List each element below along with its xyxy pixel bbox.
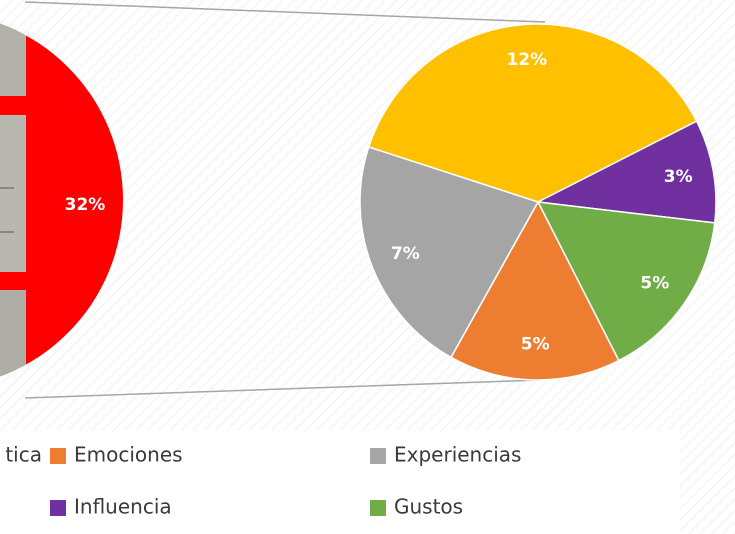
legend-label: Emociones (74, 443, 183, 467)
legend-label: Influencia (74, 495, 172, 519)
data-label: 5% (521, 334, 550, 354)
legend-box (0, 430, 680, 534)
legend: tica Influencia Gustos Emociones Experiencia… (5, 443, 521, 519)
pie-slice (536, 201, 716, 362)
pie-slice (359, 146, 540, 359)
legend-swatch (50, 448, 66, 464)
legend-label: Gustos (394, 495, 463, 519)
primary-pie: 32% (0, 23, 123, 377)
connector-line (24, 1, 546, 23)
legend-swatch (50, 500, 66, 516)
data-label: 32% (65, 195, 106, 215)
data-label: 3% (664, 167, 693, 187)
pie-slice (367, 23, 698, 203)
legend-label: tica (5, 443, 42, 467)
image-slices (0, 12, 26, 388)
connector-line (24, 379, 541, 399)
data-label: 12% (506, 50, 547, 70)
legend-swatch (370, 500, 386, 516)
legend-label: Experiencias (394, 443, 521, 467)
data-label: 5% (640, 273, 669, 293)
secondary-pie: 12% 3% 5% 5% 7% (359, 23, 717, 381)
pie-slice (450, 200, 620, 381)
pie-slice (0, 23, 123, 377)
data-label: 7% (391, 244, 420, 264)
legend-swatch (370, 448, 386, 464)
pie-slice (535, 120, 717, 224)
